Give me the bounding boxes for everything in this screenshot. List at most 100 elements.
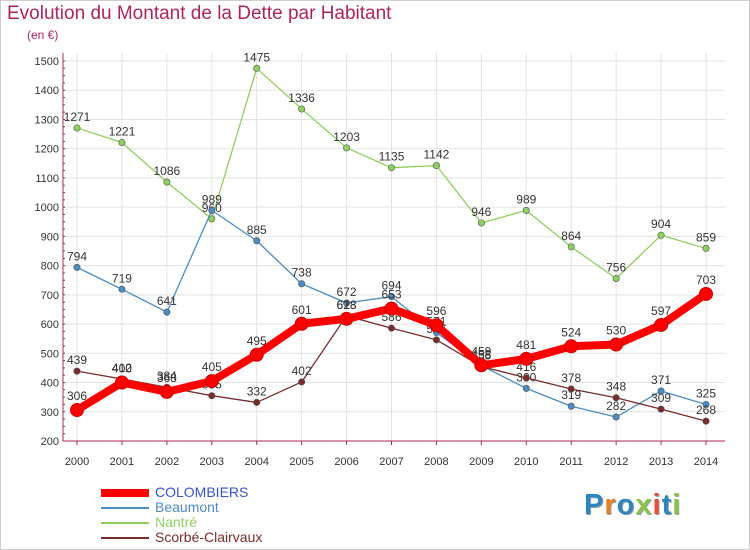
y-tick-label: 300 [41,407,59,419]
data-point-nantre- [298,105,306,113]
data-point-nantre- [567,243,575,251]
data-point-nantre- [702,244,710,252]
legend-swatch [101,521,149,524]
data-point-colombiers [294,316,309,331]
data-point-nantre- [477,219,485,227]
data-label-beaumont: 738 [292,266,312,280]
data-label-colombiers: 306 [67,389,87,403]
data-label-nantre-: 756 [606,260,626,274]
legend-item: COLOMBIERS [101,485,262,500]
data-label-colombiers: 601 [292,303,312,317]
y-tick-label: 1100 [35,173,59,185]
data-point-scorbe-clairvaux [567,385,575,393]
data-label-nantre-: 989 [516,192,536,206]
data-point-beaumont [522,384,530,392]
x-tick-label: 2003 [200,456,224,468]
data-point-beaumont [657,387,665,395]
legend-swatch [101,506,149,509]
data-point-beaumont [298,280,306,288]
y-tick-label: 1500 [35,56,59,68]
x-tick-label: 2000 [65,456,89,468]
data-point-nantre- [253,64,261,72]
data-label-nantre-: 859 [696,230,716,244]
data-label-beaumont: 319 [561,388,581,402]
data-point-nantre- [163,178,171,186]
data-point-colombiers [564,339,579,354]
data-label-colombiers: 618 [337,298,357,312]
x-tick-label: 2007 [379,456,403,468]
data-label-nantre-: 864 [561,229,581,243]
x-tick-label: 2008 [424,456,448,468]
data-label-colombiers: 703 [696,273,716,287]
x-tick-label: 2001 [110,456,134,468]
data-label-colombiers: 481 [516,338,536,352]
data-point-scorbe-clairvaux [612,394,620,402]
legend-label: Beaumont [155,499,219,515]
legend: COLOMBIERS Beaumont Nantré Scorbé-Clairvaux [101,485,262,545]
data-label-beaumont: 794 [67,249,87,263]
data-label-beaumont: 989 [202,192,222,206]
data-label-scorbe-clairvaux: 384 [157,369,177,383]
data-point-scorbe-clairvaux [253,398,261,406]
data-label-scorbe-clairvaux: 378 [561,371,581,385]
x-tick-label: 2002 [155,456,179,468]
data-label-beaumont: 672 [337,285,357,299]
data-label-beaumont: 694 [381,279,401,293]
x-tick-label: 2013 [649,456,673,468]
data-point-nantre- [387,164,395,172]
data-point-colombiers [519,351,534,366]
data-point-beaumont [702,400,710,408]
x-tick-label: 2012 [604,456,628,468]
data-label-beaumont: 719 [112,271,132,285]
data-label-nantre-: 946 [471,205,491,219]
data-label-scorbe-clairvaux: 268 [696,403,716,417]
legend-swatch [101,488,149,497]
data-label-nantre-: 1271 [64,110,91,124]
x-tick-label: 2006 [334,456,358,468]
data-label-scorbe-clairvaux: 628 [337,298,357,312]
legend-label: Scorbé-Clairvaux [155,529,263,545]
y-tick-label: 900 [41,231,59,243]
data-point-colombiers [249,347,264,362]
data-point-colombiers [114,375,129,390]
data-point-beaumont [253,237,261,245]
y-tick-label: 800 [41,261,59,273]
data-label-colombiers: 596 [426,304,446,318]
data-label-scorbe-clairvaux: 402 [292,364,312,378]
legend-item: Nantré [101,515,262,530]
y-tick-label: 1400 [35,85,59,97]
data-point-beaumont [387,293,395,301]
data-point-colombiers [474,358,489,373]
data-label-beaumont: 325 [696,386,716,400]
data-label-scorbe-clairvaux: 348 [606,380,626,394]
data-point-nantre- [612,274,620,282]
data-label-scorbe-clairvaux: 332 [247,384,267,398]
y-tick-label: 500 [41,348,59,360]
data-label-scorbe-clairvaux: 309 [651,391,671,405]
data-point-colombiers [429,318,444,333]
data-point-scorbe-clairvaux [387,324,395,332]
data-label-beaumont: 282 [606,399,626,413]
legend-swatch [101,536,149,539]
data-point-colombiers [70,403,84,418]
data-label-nantre-: 1135 [379,150,405,164]
data-point-beaumont [208,206,216,214]
data-point-scorbe-clairvaux [702,417,710,425]
data-label-colombiers: 495 [247,334,267,348]
legend-item: Scorbé-Clairvaux [101,530,262,545]
data-point-nantre- [657,231,665,239]
y-tick-label: 1000 [35,202,59,214]
data-label-nantre-: 1086 [154,164,181,178]
chart-unit: (en €) [27,28,59,42]
data-point-colombiers [654,317,669,332]
data-label-colombiers: 653 [381,288,401,302]
x-tick-label: 2009 [469,456,493,468]
legend-label: COLOMBIERS [155,484,249,500]
data-point-colombiers [699,286,713,301]
data-point-colombiers [609,337,624,352]
data-point-colombiers [204,374,219,389]
y-tick-label: 600 [41,319,59,331]
data-point-nantre- [522,206,530,214]
data-label-scorbe-clairvaux: 439 [67,353,87,367]
